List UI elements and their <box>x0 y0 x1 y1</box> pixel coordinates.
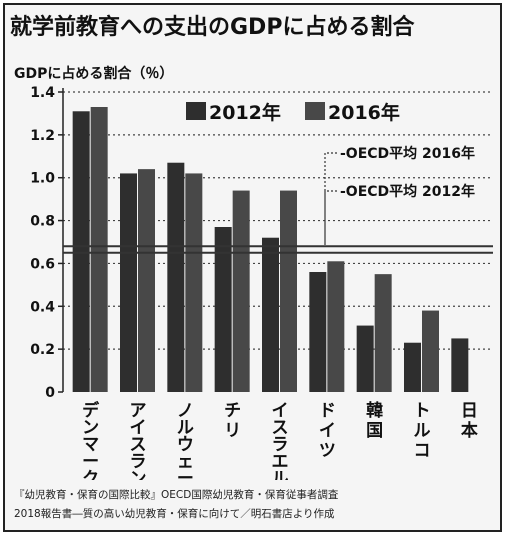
bar-2012-5 <box>309 272 327 392</box>
oecd-leader-0 <box>324 152 337 244</box>
oecd-average-label-1: -OECD平均 2012年 <box>340 183 475 200</box>
legend-label-2012: 2012年 <box>209 101 281 124</box>
y-tick-label-7: 1.4 <box>30 85 55 101</box>
y-axis-label: GDPに占める割合（％） <box>14 66 174 82</box>
y-tick-label-1: 0.2 <box>30 342 55 358</box>
bar-2016-1 <box>138 169 155 392</box>
x-category-label-4: イスラエル <box>272 401 289 480</box>
x-category-label-3: チリ <box>224 401 241 441</box>
bar-2016-0 <box>90 107 108 392</box>
bar-chart: 0 0.2 0.4 0.6 0.8 1.0 1.2 1.4 デンマーク アイスランド ノルウェー チリ… <box>30 85 493 480</box>
bar-2012-1 <box>120 173 137 392</box>
x-category-label-5: ドイツ <box>319 401 336 461</box>
y-tick-label-2: 0.4 <box>30 299 55 315</box>
bar-2016-7 <box>422 310 439 392</box>
oecd-leader-1 <box>324 190 337 247</box>
bar-2012-4 <box>262 237 279 392</box>
x-category-label-1: アイスランド <box>130 401 147 480</box>
legend-swatch-2016 <box>305 102 325 120</box>
x-category-label-0: デンマーク <box>82 400 100 480</box>
chart-title: 就学前教育への支出のGDPに占める割合 <box>10 15 415 40</box>
bar-2016-4 <box>280 190 297 392</box>
y-tick-label-6: 1.2 <box>30 128 55 144</box>
oecd-average-label-0: -OECD平均 2016年 <box>340 145 475 162</box>
y-tick-label-5: 1.0 <box>30 171 55 187</box>
x-category-label-2: ノルウェー <box>177 401 194 480</box>
bar-2016-5 <box>327 261 345 392</box>
legend-swatch-2012 <box>186 102 206 120</box>
bar-2012-2 <box>167 162 185 392</box>
y-tick-label-3: 0.6 <box>30 256 55 272</box>
source-note-line-2: 2018報告書―質の高い幼児教育・保育に向けて／明石書店より作成 <box>14 508 335 520</box>
x-category-label-6: 韓国 <box>366 400 383 441</box>
bar-2016-3 <box>232 190 250 392</box>
y-tick-label-4: 0.8 <box>30 214 55 230</box>
x-category-label-8: 日本 <box>461 401 478 441</box>
bar-2016-2 <box>185 173 203 392</box>
source-note-line-1: 『幼児教育・保育の国際比較』OECD国際幼児教育・保育従事者調査 <box>14 489 339 501</box>
legend-label-2016: 2016年 <box>328 101 400 124</box>
bar-2016-6 <box>374 274 392 392</box>
y-tick-label-0: 0 <box>45 385 55 401</box>
bar-2012-8 <box>451 338 469 392</box>
bar-2012-3 <box>214 227 232 392</box>
x-category-label-7: トルコ <box>414 401 431 461</box>
bar-2012-6 <box>356 325 374 392</box>
bar-2012-0 <box>72 111 90 393</box>
bar-2012-7 <box>404 342 421 392</box>
